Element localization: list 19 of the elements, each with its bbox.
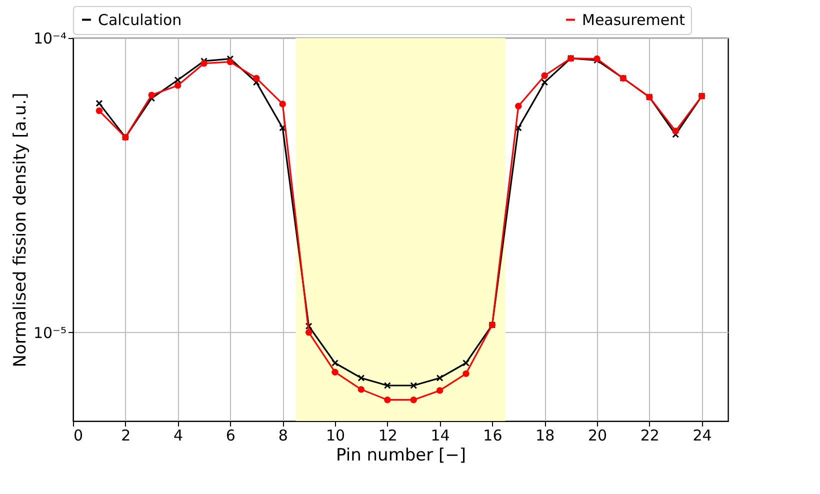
y-tick-label: 10⁻⁴ — [33, 30, 66, 48]
x-tick-label: 22 — [640, 426, 660, 444]
x-tick-label: 10 — [326, 426, 346, 444]
x-tick-label: 4 — [174, 426, 184, 444]
y-tick-label: 10⁻⁵ — [33, 324, 66, 342]
x-tick-label: 14 — [430, 426, 450, 444]
legend-label: Measurement — [582, 10, 686, 29]
y-axis-title: Normalised fission density [a.u.] — [10, 92, 30, 368]
legend-label: Calculation — [98, 10, 182, 29]
x-tick-label: 12 — [378, 426, 398, 444]
x-tick-label: 24 — [692, 426, 712, 444]
x-tick-label: 2 — [121, 426, 131, 444]
x-tick-label: 8 — [278, 426, 288, 444]
x-tick-label: 20 — [588, 426, 608, 444]
x-tick-label: 0 — [74, 426, 84, 444]
x-tick-label: 6 — [226, 426, 236, 444]
x-tick-label: 16 — [483, 426, 502, 444]
x-tick-label: 18 — [536, 426, 555, 444]
x-axis-title: Pin number [−] — [336, 446, 466, 466]
